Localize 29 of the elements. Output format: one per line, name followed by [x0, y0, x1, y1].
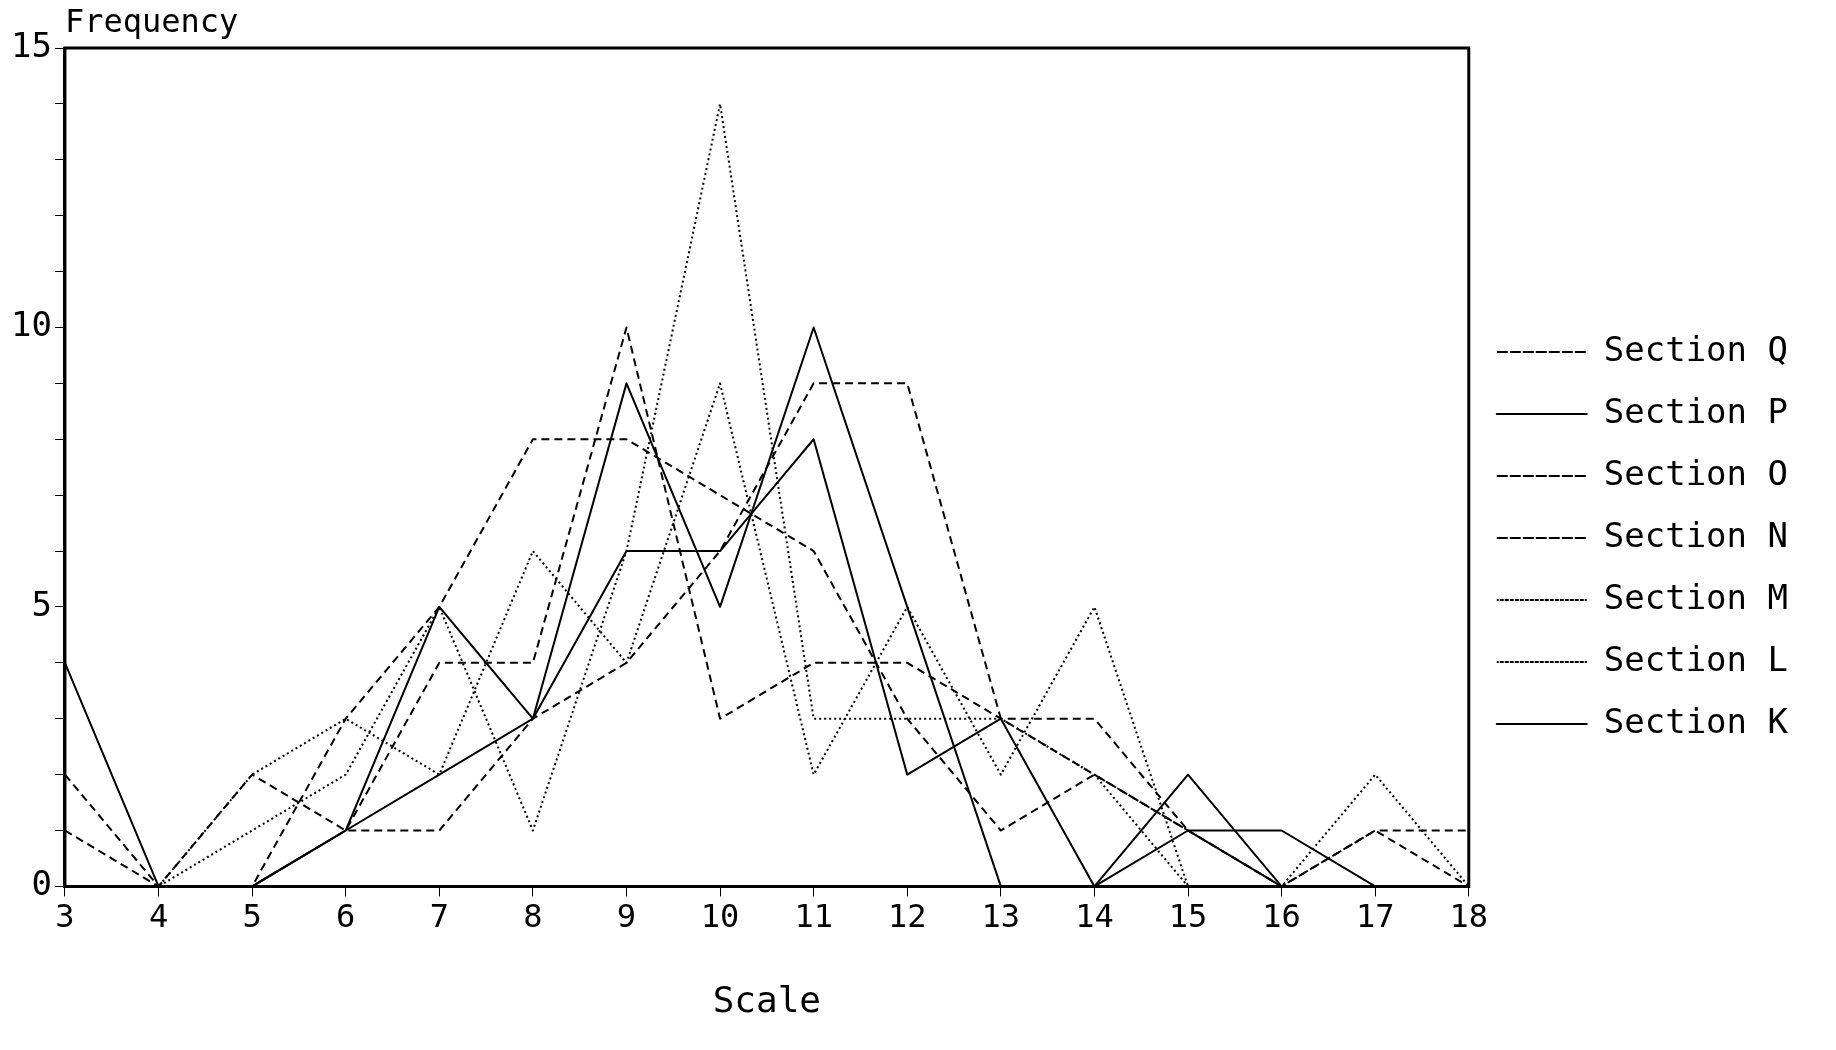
legend-label: Section N: [1603, 514, 1789, 555]
y-tick-label: 10: [10, 304, 52, 345]
y-tick-label: 0: [31, 863, 52, 904]
x-tick-label: 6: [336, 896, 356, 935]
x-tick-label: 11: [794, 896, 833, 935]
legend-label: Section Q: [1603, 328, 1789, 369]
x-tick-label: 7: [429, 896, 449, 935]
legend-label: Section K: [1603, 700, 1789, 741]
y-tick-label: 5: [31, 583, 52, 624]
x-tick-label: 14: [1075, 896, 1114, 935]
x-axis-title: Scale: [712, 978, 822, 1020]
x-tick-label: 16: [1262, 896, 1301, 935]
y-tick-label: 15: [10, 24, 52, 65]
x-tick-label: 10: [700, 896, 740, 935]
x-tick-label: 12: [887, 896, 927, 935]
x-tick-label: 13: [981, 896, 1021, 935]
x-tick-label: 15: [1168, 896, 1208, 935]
x-tick-label: 8: [523, 896, 543, 935]
x-tick-label: 5: [242, 896, 262, 935]
legend-label: Section O: [1603, 452, 1789, 493]
y-axis-title: Frequency: [64, 2, 239, 41]
x-tick-label: 3: [55, 896, 75, 935]
legend-label: Section L: [1603, 638, 1789, 679]
x-tick-label: 9: [616, 896, 637, 935]
x-tick-label: 17: [1355, 896, 1395, 935]
x-tick-label: 4: [148, 896, 169, 935]
legend-label: Section M: [1603, 576, 1789, 617]
legend-label: Section P: [1603, 390, 1789, 431]
x-tick-label: 18: [1449, 896, 1489, 935]
